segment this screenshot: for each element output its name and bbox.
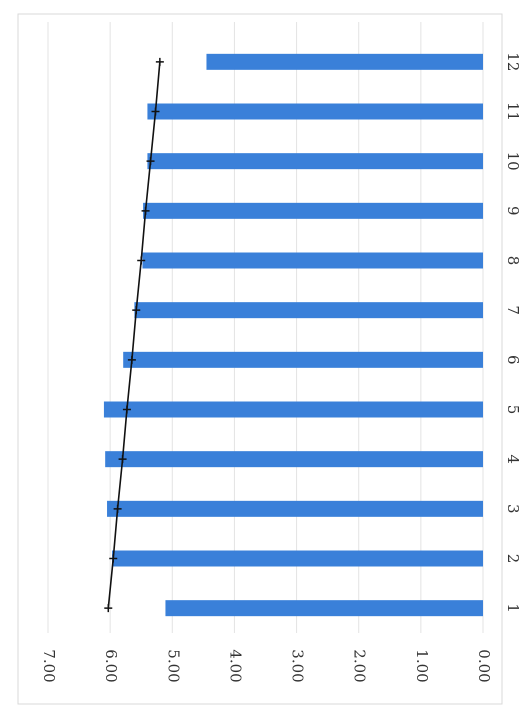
bar xyxy=(142,252,483,269)
x-tick-label: 7 xyxy=(504,305,522,315)
chart-border xyxy=(17,13,503,705)
y-tick-label: 5.00 xyxy=(164,649,182,682)
y-tick-label: 3.00 xyxy=(289,649,307,682)
x-tick-label: 1 xyxy=(504,603,522,613)
bar xyxy=(147,153,483,170)
y-tick-label: 1.00 xyxy=(413,649,431,682)
x-tick-label: 12 xyxy=(504,52,522,71)
x-tick-label: 9 xyxy=(504,206,522,216)
trend-marker xyxy=(122,405,131,414)
trend-marker xyxy=(146,157,155,166)
x-tick-label: 5 xyxy=(504,405,522,415)
bar xyxy=(105,451,484,468)
trend-marker xyxy=(113,504,122,513)
y-tick-label: 0.00 xyxy=(475,649,493,682)
y-tick-label: 7.00 xyxy=(40,649,58,682)
bar xyxy=(107,500,484,517)
x-tick-label: 10 xyxy=(504,152,522,171)
bar xyxy=(123,351,483,368)
y-tick-label: 2.00 xyxy=(351,649,369,682)
x-tick-label: 8 xyxy=(504,256,522,266)
x-tick-label: 3 xyxy=(504,504,522,514)
trend-marker xyxy=(155,57,164,66)
x-tick-label: 2 xyxy=(504,554,522,564)
bar xyxy=(103,401,483,418)
x-tick-label: 11 xyxy=(504,102,522,121)
bar xyxy=(206,53,483,70)
bar xyxy=(112,550,483,567)
trend-marker xyxy=(104,604,113,613)
trend-marker xyxy=(132,306,141,315)
bar xyxy=(147,103,483,120)
bar xyxy=(165,600,483,617)
trend-marker xyxy=(109,554,118,563)
trend-marker xyxy=(141,206,150,215)
trend-marker xyxy=(127,355,136,364)
trend-line xyxy=(107,61,161,609)
y-tick-label: 6.00 xyxy=(102,649,120,682)
trend-marker xyxy=(137,256,146,265)
bar xyxy=(143,202,484,219)
trend-marker xyxy=(118,455,127,464)
bar xyxy=(134,302,483,319)
x-tick-label: 6 xyxy=(504,355,522,365)
x-tick-label: 4 xyxy=(504,454,522,464)
y-tick-label: 4.00 xyxy=(226,649,244,682)
trend-marker xyxy=(151,107,160,116)
